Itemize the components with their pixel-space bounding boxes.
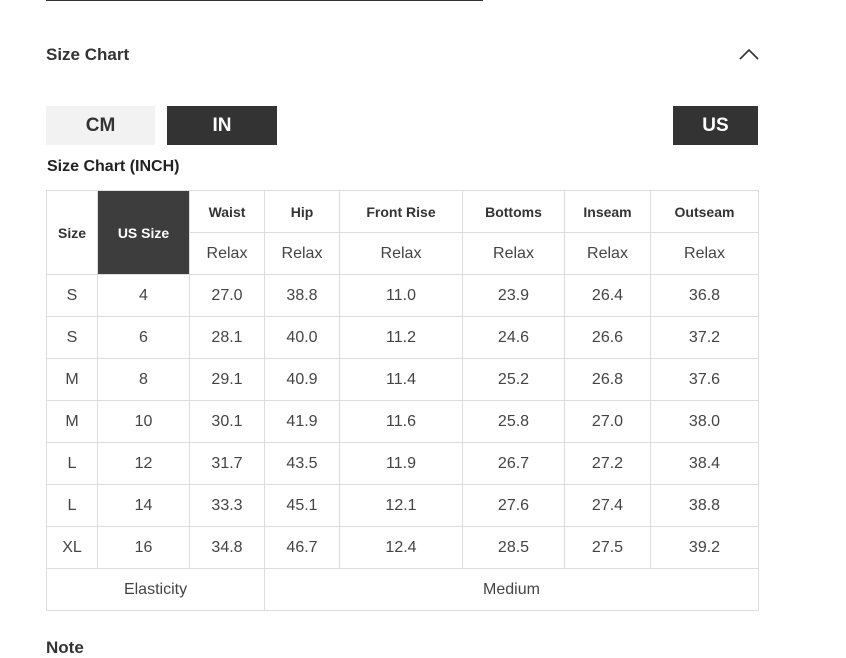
table-cell: Hip — [264, 190, 340, 233]
table-cell: 37.2 — [650, 316, 759, 359]
region-button[interactable]: US — [673, 106, 758, 145]
table-cell: 26.4 — [564, 274, 651, 317]
table-cell: Inseam — [564, 190, 651, 233]
table-cell: Bottoms — [462, 190, 565, 233]
table-cell: 40.0 — [264, 316, 340, 359]
table-row: Elasticity Medium — [46, 568, 759, 611]
table-cell: 38.8 — [650, 484, 759, 527]
table-cell: 27.6 — [462, 484, 565, 527]
table-cell: Size — [46, 190, 98, 275]
table-cell: 4 — [97, 274, 190, 317]
table-cell: Relax — [264, 232, 340, 275]
table-cell: M — [46, 400, 98, 443]
table-cell: 25.2 — [462, 358, 565, 401]
table-row: XL 16 34.8 46.7 12.4 28.5 27.5 39.2 — [46, 526, 759, 569]
table-cell: 26.7 — [462, 442, 565, 485]
table-cell: M — [46, 358, 98, 401]
table-cell: 34.8 — [189, 526, 265, 569]
table-cell: Relax — [339, 232, 463, 275]
table-cell: 26.6 — [564, 316, 651, 359]
table-cell: 8 — [97, 358, 190, 401]
section-title: Size Chart — [46, 45, 130, 64]
table-row: L 12 31.7 43.5 11.9 26.7 27.2 38.4 — [46, 442, 759, 485]
table-cell: 46.7 — [264, 526, 340, 569]
table-cell: 11.4 — [339, 358, 463, 401]
table-cell: 40.9 — [264, 358, 340, 401]
collapse-toggle[interactable] — [738, 46, 760, 62]
table-cell: XL — [46, 526, 98, 569]
unit-button-active[interactable]: IN — [167, 106, 277, 145]
divider — [46, 0, 483, 1]
table-cell: 27.5 — [564, 526, 651, 569]
unit-button[interactable]: CM — [46, 106, 155, 145]
table-row: L 14 33.3 45.1 12.1 27.6 27.4 38.8 — [46, 484, 759, 527]
table-row: M 8 29.1 40.9 11.4 25.2 26.8 37.6 — [46, 358, 759, 401]
table-cell: 27.0 — [189, 274, 265, 317]
table-cell: 27.0 — [564, 400, 651, 443]
table-cell: 10 — [97, 400, 190, 443]
table-cell: 12 — [97, 442, 190, 485]
size-table: Size US Size Waist Hip Front Rise Bottoms Inse… — [46, 190, 759, 611]
table-cell: 23.9 — [462, 274, 565, 317]
table-cell: 43.5 — [264, 442, 340, 485]
table-cell: Relax — [462, 232, 565, 275]
table-cell: L — [46, 484, 98, 527]
table-cell: 28.5 — [462, 526, 565, 569]
table-cell: 39.2 — [650, 526, 759, 569]
table-row: M 10 30.1 41.9 11.6 25.8 27.0 38.0 — [46, 400, 759, 443]
table-cell: 38.0 — [650, 400, 759, 443]
table-cell: 41.9 — [264, 400, 340, 443]
table-cell: 11.2 — [339, 316, 463, 359]
table-cell: 45.1 — [264, 484, 340, 527]
table-cell: 6 — [97, 316, 190, 359]
table-cell: 26.8 — [564, 358, 651, 401]
table-cell: US Size — [97, 190, 190, 275]
table-cell: Relax — [189, 232, 265, 275]
table-row: Size US Size Waist Hip Front Rise Bottoms Inse… — [46, 190, 759, 275]
table-cell: 24.6 — [462, 316, 565, 359]
table-cell: 14 — [97, 484, 190, 527]
table-caption: Size Chart (INCH) — [47, 158, 180, 175]
table-cell: 27.2 — [564, 442, 651, 485]
section-title: Note — [46, 638, 84, 657]
table-row: S 6 28.1 40.0 11.2 24.6 26.6 37.2 — [46, 316, 759, 359]
table-cell: Front Rise — [339, 190, 463, 233]
table-cell: 33.3 — [189, 484, 265, 527]
table-cell: Outseam — [650, 190, 759, 233]
table-cell: S — [46, 316, 98, 359]
table-cell: 12.4 — [339, 526, 463, 569]
table-cell: 31.7 — [189, 442, 265, 485]
table-cell: 29.1 — [189, 358, 265, 401]
table-cell: L — [46, 442, 98, 485]
table-cell: 38.8 — [264, 274, 340, 317]
table-cell: Relax — [564, 232, 651, 275]
table-row: S 4 27.0 38.8 11.0 23.9 26.4 36.8 — [46, 274, 759, 317]
table-cell: 16 — [97, 526, 190, 569]
table-cell: 37.6 — [650, 358, 759, 401]
table-cell: 11.9 — [339, 442, 463, 485]
table-cell: 11.6 — [339, 400, 463, 443]
table-cell: 30.1 — [189, 400, 265, 443]
table-cell: 28.1 — [189, 316, 265, 359]
table-cell: 38.4 — [650, 442, 759, 485]
table-cell: S — [46, 274, 98, 317]
table-cell: 27.4 — [564, 484, 651, 527]
table-cell: 25.8 — [462, 400, 565, 443]
table-cell: Medium — [264, 568, 759, 611]
table-cell: Waist — [189, 190, 265, 233]
table-cell: Elasticity — [46, 568, 265, 611]
table-cell: 11.0 — [339, 274, 463, 317]
table-cell: 36.8 — [650, 274, 759, 317]
table-cell: Relax — [650, 232, 759, 275]
table-cell: 12.1 — [339, 484, 463, 527]
table-row: Relax Relax Relax Relax Relax Relax — [47, 232, 759, 275]
